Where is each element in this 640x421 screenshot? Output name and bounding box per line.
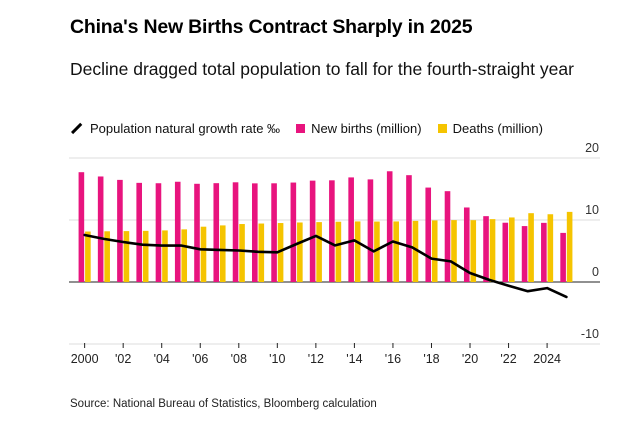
births-bar xyxy=(213,183,220,282)
y-tick-label: 20 xyxy=(585,141,599,155)
deaths-bar xyxy=(239,224,245,282)
deaths-bar xyxy=(85,231,91,282)
births-bar xyxy=(117,179,123,282)
deaths-bar xyxy=(374,221,380,282)
deaths-bar xyxy=(335,221,342,282)
growth-rate-line xyxy=(83,233,568,299)
x-tick-label: '22 xyxy=(500,352,516,366)
deaths-bar xyxy=(123,231,130,282)
y-tick-label: -10 xyxy=(581,327,599,341)
births-bar xyxy=(309,180,316,282)
deaths-bar xyxy=(354,221,361,282)
deaths-bar xyxy=(297,222,303,282)
y-axis: 20 10 0 -10 xyxy=(581,141,599,341)
x-tick-label: '06 xyxy=(192,352,208,366)
x-tick-label: 2024 xyxy=(533,352,561,366)
births-bar xyxy=(78,172,85,282)
legend-item-growth-rate: Population natural growth rate ‰ xyxy=(70,121,280,136)
legend-item-births: New births (million) xyxy=(296,121,422,136)
growth-rate-line-group xyxy=(83,233,568,299)
x-tick-label: '12 xyxy=(308,352,324,366)
births-bar xyxy=(252,183,258,282)
legend-label-growth-rate: Population natural growth rate ‰ xyxy=(90,121,281,136)
births-bar xyxy=(194,183,200,282)
births-bar xyxy=(425,187,432,282)
deaths-bar xyxy=(528,213,534,282)
births-bar xyxy=(483,216,489,282)
deaths-bar xyxy=(142,230,149,282)
births-bar xyxy=(406,175,412,282)
legend-label-deaths: Deaths (million) xyxy=(452,121,543,136)
births-bar xyxy=(97,176,104,282)
deaths-bar xyxy=(219,225,226,282)
deaths-bar xyxy=(393,221,399,282)
deaths-bar xyxy=(547,214,554,282)
deaths-bar xyxy=(316,222,322,282)
deaths-bar xyxy=(451,220,457,282)
births-bar xyxy=(329,180,335,282)
y-tick-label: 10 xyxy=(585,203,599,217)
deaths-bar xyxy=(104,231,110,282)
births-bar xyxy=(444,191,451,282)
deaths-swatch xyxy=(437,124,447,133)
deaths-bar xyxy=(277,223,284,282)
deaths-bar xyxy=(566,211,573,282)
births-bar xyxy=(541,222,547,282)
bars xyxy=(78,171,573,282)
chart-subtitle: Decline dragged total population to fall… xyxy=(70,59,574,79)
x-tick-label: '16 xyxy=(385,352,401,366)
x-tick-label: '20 xyxy=(462,352,478,366)
births-bar xyxy=(502,222,509,282)
births-bar xyxy=(232,182,239,282)
deaths-bar xyxy=(181,229,188,282)
legend: Population natural growth rate ‰ New bir… xyxy=(70,121,543,136)
legend-item-deaths: Deaths (million) xyxy=(437,121,543,136)
births-bar xyxy=(155,183,162,282)
births-swatch xyxy=(296,124,306,133)
chart-title: China's New Births Contract Sharply in 2… xyxy=(70,16,473,38)
x-tick-label: '04 xyxy=(154,352,170,366)
births-bar xyxy=(463,207,470,282)
deaths-bar xyxy=(489,219,496,282)
x-tick-label: '18 xyxy=(423,352,439,366)
source-note: Source: National Bureau of Statistics, B… xyxy=(70,398,377,410)
deaths-bar xyxy=(162,230,168,282)
births-bar xyxy=(560,232,566,282)
births-bar xyxy=(271,183,277,282)
births-bar xyxy=(367,179,374,282)
y-tick-label: 0 xyxy=(592,265,599,279)
x-tick-label: 2000 xyxy=(71,352,99,366)
births-bar xyxy=(386,171,393,282)
legend-label-births: New births (million) xyxy=(311,121,422,136)
births-bar xyxy=(521,226,528,282)
births-bar xyxy=(348,177,354,282)
births-bar xyxy=(174,181,181,282)
births-bar xyxy=(136,182,142,282)
x-tick-label: '10 xyxy=(269,352,285,366)
deaths-bar xyxy=(200,226,207,282)
x-tick-label: '08 xyxy=(231,352,247,366)
deaths-bar xyxy=(431,220,438,282)
births-bar xyxy=(290,182,297,282)
x-tick-label: '14 xyxy=(346,352,362,366)
x-tick-label: '02 xyxy=(115,352,131,366)
x-axis: 2000 '02 '04 '06 '08 '10 '12 '14 '16 '18 '20 '22 202… xyxy=(71,343,561,366)
deaths-bar xyxy=(509,217,515,282)
deaths-bar xyxy=(470,220,477,282)
deaths-bar xyxy=(412,220,419,282)
